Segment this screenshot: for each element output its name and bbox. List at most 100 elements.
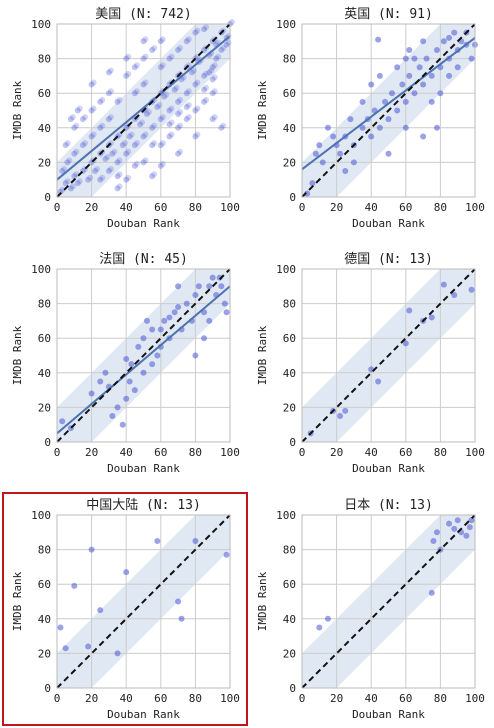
- data-point: [375, 36, 382, 43]
- data-point: [133, 88, 140, 95]
- regression-line: [301, 37, 476, 171]
- data-point: [107, 166, 114, 173]
- y-tick-label: 80: [38, 53, 51, 66]
- data-point: [211, 74, 218, 81]
- y-axis-label: IMDB Rank: [256, 325, 269, 385]
- y-tick-label: 80: [283, 298, 296, 311]
- data-point: [107, 88, 114, 95]
- data-point: [185, 102, 192, 109]
- data-point: [420, 133, 427, 140]
- data-point: [61, 166, 68, 173]
- data-point: [102, 369, 109, 376]
- data-point: [194, 131, 201, 138]
- data-point: [220, 122, 227, 129]
- data-point: [97, 98, 104, 105]
- x-tick-label: 60: [399, 446, 412, 459]
- axes-frame: [301, 514, 476, 689]
- data-point: [368, 81, 375, 88]
- data-point: [128, 361, 135, 368]
- data-point: [420, 81, 427, 88]
- data-point: [375, 378, 382, 385]
- data-point: [203, 24, 210, 31]
- data-point: [131, 387, 138, 394]
- data-point: [203, 84, 210, 91]
- x-tick-label: 40: [120, 446, 133, 459]
- data-point: [131, 64, 138, 71]
- data-point: [420, 38, 427, 45]
- data-point: [59, 168, 66, 175]
- data-point: [168, 53, 175, 60]
- data-point: [468, 286, 475, 293]
- data-point: [157, 142, 164, 149]
- data-point: [177, 44, 184, 51]
- data-point: [402, 55, 409, 62]
- x-tick-label: 0: [54, 446, 61, 459]
- data-point: [337, 150, 344, 157]
- data-point: [119, 142, 126, 149]
- data-point: [159, 62, 166, 69]
- data-point: [125, 174, 132, 181]
- x-tick-label: 20: [85, 201, 98, 214]
- data-point: [116, 96, 123, 103]
- data-point: [99, 174, 106, 181]
- x-axis-label: Douban Rank: [352, 708, 425, 721]
- chart-panel: 0 20 40 60 80 100 0 20 40 60 80 100 中国大陆 (N: 13) Doub…: [2, 492, 248, 726]
- data-point: [90, 131, 97, 138]
- y-tick-label: 40: [283, 613, 296, 626]
- data-point: [428, 589, 435, 596]
- data-point: [177, 122, 184, 129]
- data-point: [64, 159, 71, 166]
- data-point: [454, 517, 461, 524]
- data-point: [67, 185, 74, 192]
- data-point: [166, 55, 173, 62]
- data-point: [195, 283, 202, 290]
- data-point: [437, 90, 444, 97]
- y-axis-label: IMDB Rank: [256, 80, 269, 140]
- data-point: [154, 104, 161, 111]
- data-point: [119, 421, 126, 428]
- data-point: [116, 157, 123, 164]
- data-point: [468, 517, 475, 524]
- y-tick-label: 20: [283, 401, 296, 414]
- data-point: [149, 173, 156, 180]
- data-point: [168, 119, 175, 126]
- data-point: [140, 335, 147, 342]
- x-axis-label: Douban Rank: [107, 462, 180, 475]
- data-point: [73, 148, 80, 155]
- y-tick-label: 100: [31, 18, 51, 31]
- data-point: [201, 98, 208, 105]
- x-tick-label: 80: [189, 692, 202, 705]
- data-point: [175, 598, 182, 605]
- data-point: [376, 124, 383, 131]
- x-tick-label: 100: [465, 201, 485, 214]
- chart-title: 日本 (N: 13): [344, 498, 433, 513]
- data-point: [223, 41, 230, 48]
- data-point: [175, 283, 182, 290]
- data-point: [157, 64, 164, 71]
- data-point: [304, 190, 311, 197]
- data-point: [451, 525, 458, 532]
- data-point: [69, 114, 76, 121]
- data-point: [168, 105, 175, 112]
- x-tick-label: 0: [299, 201, 306, 214]
- data-point: [154, 352, 161, 359]
- data-point: [178, 615, 185, 622]
- data-point: [157, 162, 164, 169]
- data-point: [149, 326, 156, 333]
- data-point: [81, 114, 88, 121]
- data-point: [116, 183, 123, 190]
- data-point: [330, 133, 337, 140]
- data-point: [342, 168, 349, 175]
- data-point: [201, 335, 208, 342]
- data-point: [114, 98, 121, 105]
- data-point: [183, 300, 190, 307]
- data-point: [406, 72, 413, 79]
- data-point: [105, 168, 112, 175]
- y-tick-label: 100: [276, 509, 296, 522]
- data-point: [125, 70, 132, 77]
- data-point: [194, 27, 201, 34]
- data-point: [81, 140, 88, 147]
- data-point: [123, 395, 130, 402]
- y-tick-label: 60: [38, 332, 51, 345]
- x-tick-label: 40: [120, 201, 133, 214]
